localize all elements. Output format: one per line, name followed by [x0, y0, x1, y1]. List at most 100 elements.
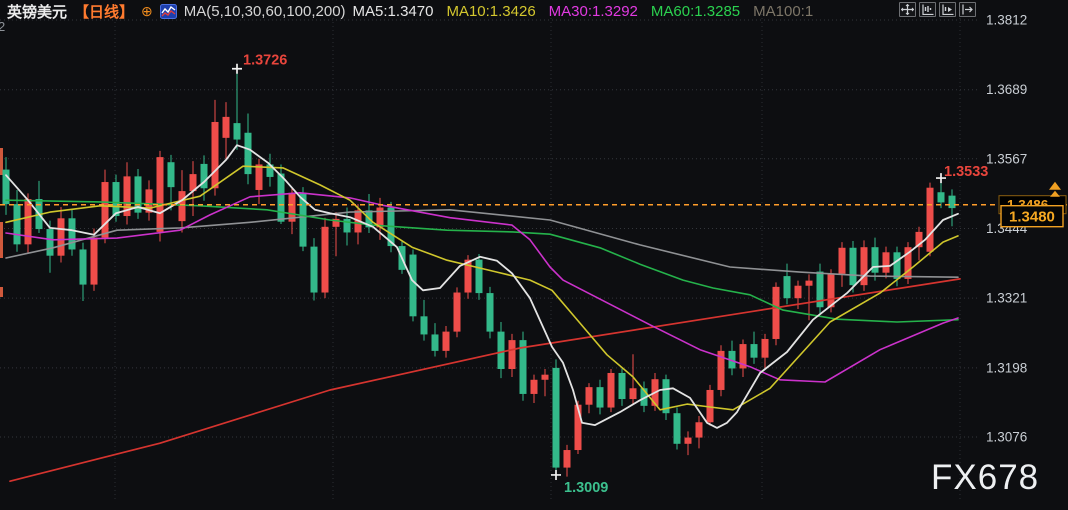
candle-body: [134, 176, 142, 213]
chart-logo-icon: [159, 3, 177, 19]
candle-body: [871, 247, 879, 273]
shift-right-icon[interactable]: [959, 2, 976, 17]
candle-body: [783, 276, 791, 299]
candle-body: [189, 174, 197, 192]
watermark: FX678: [931, 458, 1039, 497]
candle-body: [101, 182, 109, 238]
ma-legend: MA5:1.3470 MA10:1.3426 MA30:1.3292 MA60:1.3…: [353, 3, 814, 20]
candle-body: [2, 169, 10, 205]
scale-left-chart-icon[interactable]: [919, 2, 936, 17]
candle-body: [420, 316, 428, 335]
candle-body: [376, 207, 384, 228]
candle-body: [475, 259, 483, 294]
candle-body: [904, 247, 912, 279]
candle-body: [772, 286, 780, 339]
candle-body: [123, 176, 131, 217]
candle-body: [156, 157, 164, 232]
candle-body: [618, 372, 626, 400]
candle-body: [519, 340, 527, 394]
candle-body: [860, 247, 868, 286]
scale-right-chart-icon[interactable]: [939, 2, 956, 17]
last-price-badge-text: 1.3480: [1009, 209, 1055, 226]
edge-candle-fragment: [0, 148, 3, 297]
candle-body: [849, 247, 857, 286]
candle-body: [706, 389, 714, 423]
candle-body: [640, 388, 648, 406]
candle-body: [442, 331, 450, 351]
candle-body: [24, 199, 32, 245]
candle-body: [233, 123, 241, 140]
candle-body: [112, 182, 120, 217]
price-axis-label: 1.3689: [986, 82, 1027, 97]
ma-line-MA10: [5, 165, 959, 411]
price-axis[interactable]: 1.38121.36891.35671.34441.33211.31981.30…: [986, 13, 1028, 445]
candle-body: [673, 413, 681, 444]
price-axis-label: 1.3321: [986, 291, 1027, 306]
gridlines: [0, 14, 978, 502]
candle-body: [167, 162, 175, 188]
annotation-label: 1.3009: [564, 480, 608, 496]
ma-value: MA30:1.3292: [548, 2, 638, 20]
candle-body: [684, 437, 692, 444]
cross-marker: [232, 63, 242, 74]
indicator-toggle-icon[interactable]: ⊕: [141, 3, 153, 19]
candle-body: [585, 387, 593, 405]
candle-body: [486, 293, 494, 332]
candle-body: [200, 163, 208, 189]
candle-body: [13, 204, 21, 245]
ma-value: MA60:1.3285: [650, 2, 741, 20]
candle-body: [761, 338, 769, 358]
price-axis-label: 1.3812: [986, 13, 1027, 28]
candle-body: [838, 247, 846, 274]
ma-line-MA100: [5, 209, 959, 278]
candle-body: [816, 271, 824, 308]
chart-toolbar: [899, 2, 976, 17]
candle-body: [662, 379, 670, 414]
candle-body: [530, 379, 538, 394]
candle-body: [937, 192, 945, 203]
candle-body: [574, 404, 582, 451]
candle-body: [255, 164, 263, 190]
candle-body: [541, 374, 549, 380]
candle-body: [453, 292, 461, 332]
ma-params-label: MA(5,10,30,60,100,200): [183, 2, 346, 20]
ma-value: MA100:1: [753, 2, 814, 20]
candle-body: [739, 344, 747, 369]
ma-value: MA10:1.3426: [446, 2, 536, 20]
chart-header: 英镑美元 【日线】 ⊕ MA(5,10,30,60,100,200) MA5:1…: [0, 0, 1068, 22]
candle-body: [178, 191, 186, 222]
crosshair-move-icon[interactable]: [899, 2, 916, 17]
candle-body: [497, 331, 505, 370]
candle-body: [508, 340, 516, 370]
price-annotation: 1.3009: [551, 469, 608, 496]
candle-body: [607, 372, 615, 408]
timeframe-label: 【日线】: [74, 3, 135, 21]
candle-body: [431, 334, 439, 351]
candle-body: [277, 173, 285, 222]
candle-body: [695, 422, 703, 438]
candle-body: [46, 229, 54, 256]
candle-body: [332, 218, 340, 227]
candle-body: [79, 249, 87, 285]
price-axis-label: 1.3567: [986, 151, 1027, 166]
candle-body: [288, 192, 296, 222]
price-up-arrow-icon: [1049, 181, 1061, 197]
candle-body: [211, 121, 219, 189]
candle-body: [948, 195, 956, 209]
ma-value: MA5:1.3470: [352, 2, 434, 20]
candle-body: [244, 132, 252, 175]
candle-body: [728, 350, 736, 369]
candle-body: [794, 285, 802, 299]
annotation-label: 1.3726: [243, 53, 287, 69]
last-price-badge: [1000, 205, 1064, 228]
candle-body: [596, 387, 604, 408]
candle-body: [717, 350, 725, 390]
candle-body: [68, 218, 76, 250]
candle-body: [563, 450, 571, 468]
annotation-label: 1.3533: [944, 164, 988, 180]
candle-body: [629, 388, 637, 400]
candle-body: [926, 187, 934, 252]
symbol-name: 英镑美元: [7, 3, 68, 21]
cross-marker: [936, 173, 946, 184]
